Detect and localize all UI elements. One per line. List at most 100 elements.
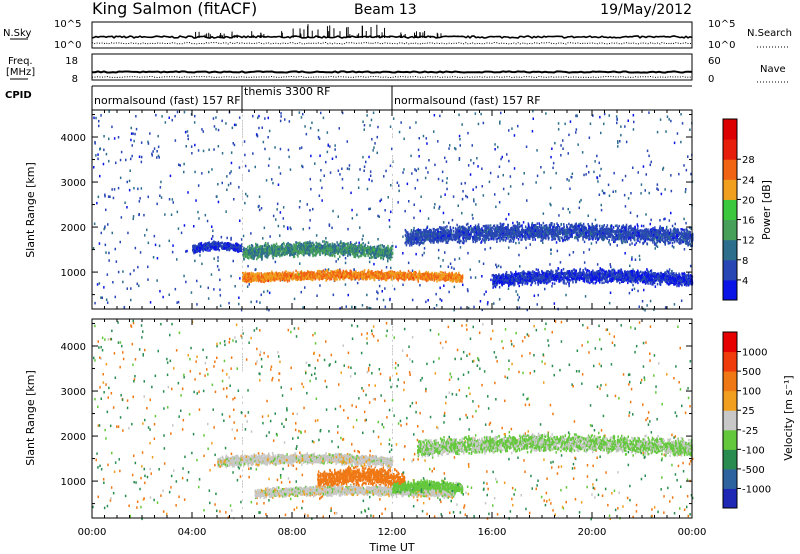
data-cell bbox=[668, 118, 670, 121]
data-cell bbox=[169, 294, 171, 297]
data-cell bbox=[268, 164, 270, 167]
data-cell bbox=[371, 119, 373, 122]
freq-plot bbox=[92, 71, 692, 77]
data-cell bbox=[302, 113, 304, 116]
data-cell bbox=[616, 122, 618, 125]
data-cell bbox=[299, 262, 301, 265]
data-cell bbox=[386, 266, 388, 269]
data-cell bbox=[473, 306, 475, 309]
data-cell bbox=[131, 155, 133, 158]
data-cell bbox=[565, 294, 567, 297]
data-cell bbox=[132, 132, 134, 135]
data-cell bbox=[434, 164, 436, 167]
data-cell bbox=[616, 118, 618, 121]
data-cell bbox=[280, 172, 282, 175]
data-cell bbox=[252, 115, 254, 118]
data-cell bbox=[600, 168, 602, 171]
data-cell bbox=[244, 202, 246, 205]
data-cell bbox=[383, 299, 385, 302]
data-cell bbox=[434, 206, 436, 209]
data-cell bbox=[476, 186, 478, 189]
data-cell bbox=[368, 242, 370, 245]
data-cell bbox=[412, 277, 414, 280]
data-cell bbox=[335, 156, 337, 159]
data-cell bbox=[499, 201, 501, 204]
data-cell bbox=[511, 127, 513, 129]
data-cell bbox=[374, 142, 376, 145]
data-cell bbox=[388, 196, 390, 199]
data-cell bbox=[328, 277, 330, 280]
data-cell bbox=[308, 245, 310, 248]
data-cell bbox=[140, 251, 142, 254]
data-cell bbox=[568, 152, 570, 155]
data-cell bbox=[449, 144, 451, 147]
data-cell bbox=[281, 254, 283, 256]
data-cell bbox=[198, 149, 200, 152]
data-cell bbox=[484, 248, 486, 251]
data-cell bbox=[508, 160, 510, 163]
data-cell bbox=[610, 292, 612, 295]
data-cell bbox=[371, 180, 373, 183]
data-cell bbox=[293, 243, 295, 246]
data-cell bbox=[476, 157, 478, 160]
data-cell bbox=[397, 271, 399, 274]
data-cell bbox=[386, 279, 388, 282]
data-cell bbox=[460, 246, 462, 249]
data-cell bbox=[306, 249, 308, 252]
data-cell bbox=[416, 276, 418, 279]
data-cell bbox=[139, 213, 141, 216]
data-cell bbox=[542, 242, 544, 245]
data-cell bbox=[682, 122, 684, 125]
data-cell bbox=[99, 242, 101, 245]
data-cell bbox=[390, 267, 392, 270]
data-cell bbox=[211, 273, 213, 276]
data-cell bbox=[297, 277, 299, 280]
data-cell bbox=[118, 271, 120, 274]
data-cell bbox=[643, 289, 645, 292]
data-cell bbox=[535, 181, 537, 184]
data-cell bbox=[599, 194, 601, 197]
data-cell bbox=[95, 117, 97, 120]
data-cell bbox=[130, 273, 132, 276]
data-cell bbox=[255, 274, 257, 277]
data-cell bbox=[283, 225, 285, 228]
data-cell bbox=[427, 272, 429, 275]
data-cell bbox=[685, 222, 687, 225]
data-cell bbox=[659, 219, 661, 222]
data-cell bbox=[413, 217, 415, 220]
data-cell bbox=[398, 184, 400, 187]
data-cell bbox=[104, 225, 106, 228]
data-cell bbox=[641, 183, 643, 186]
data-cell bbox=[354, 273, 356, 276]
data-cell bbox=[309, 273, 311, 276]
data-cell bbox=[555, 172, 557, 175]
data-cell bbox=[425, 177, 427, 180]
data-cell bbox=[545, 112, 547, 115]
data-cell bbox=[264, 227, 266, 230]
data-cell bbox=[102, 297, 104, 300]
data-cell bbox=[671, 190, 673, 193]
data-cell bbox=[320, 112, 322, 115]
data-cell bbox=[446, 177, 448, 180]
data-cell bbox=[503, 174, 505, 177]
data-cell bbox=[133, 218, 135, 221]
data-cell bbox=[261, 275, 263, 278]
data-cell bbox=[597, 263, 599, 266]
data-cell bbox=[211, 168, 213, 171]
data-cell bbox=[489, 181, 491, 184]
data-cell bbox=[196, 280, 198, 283]
data-cell bbox=[172, 251, 174, 254]
data-cell bbox=[299, 200, 301, 203]
data-cell bbox=[569, 254, 571, 257]
data-cell bbox=[131, 127, 133, 130]
data-cell bbox=[126, 206, 128, 209]
data-cell bbox=[550, 156, 552, 159]
data-cell bbox=[460, 144, 462, 147]
data-cell bbox=[560, 261, 562, 264]
data-cell bbox=[284, 118, 286, 121]
data-cell bbox=[217, 256, 219, 259]
data-cell bbox=[249, 283, 251, 286]
data-cell bbox=[350, 270, 352, 273]
data-cell bbox=[203, 130, 205, 133]
data-cell bbox=[362, 235, 364, 238]
